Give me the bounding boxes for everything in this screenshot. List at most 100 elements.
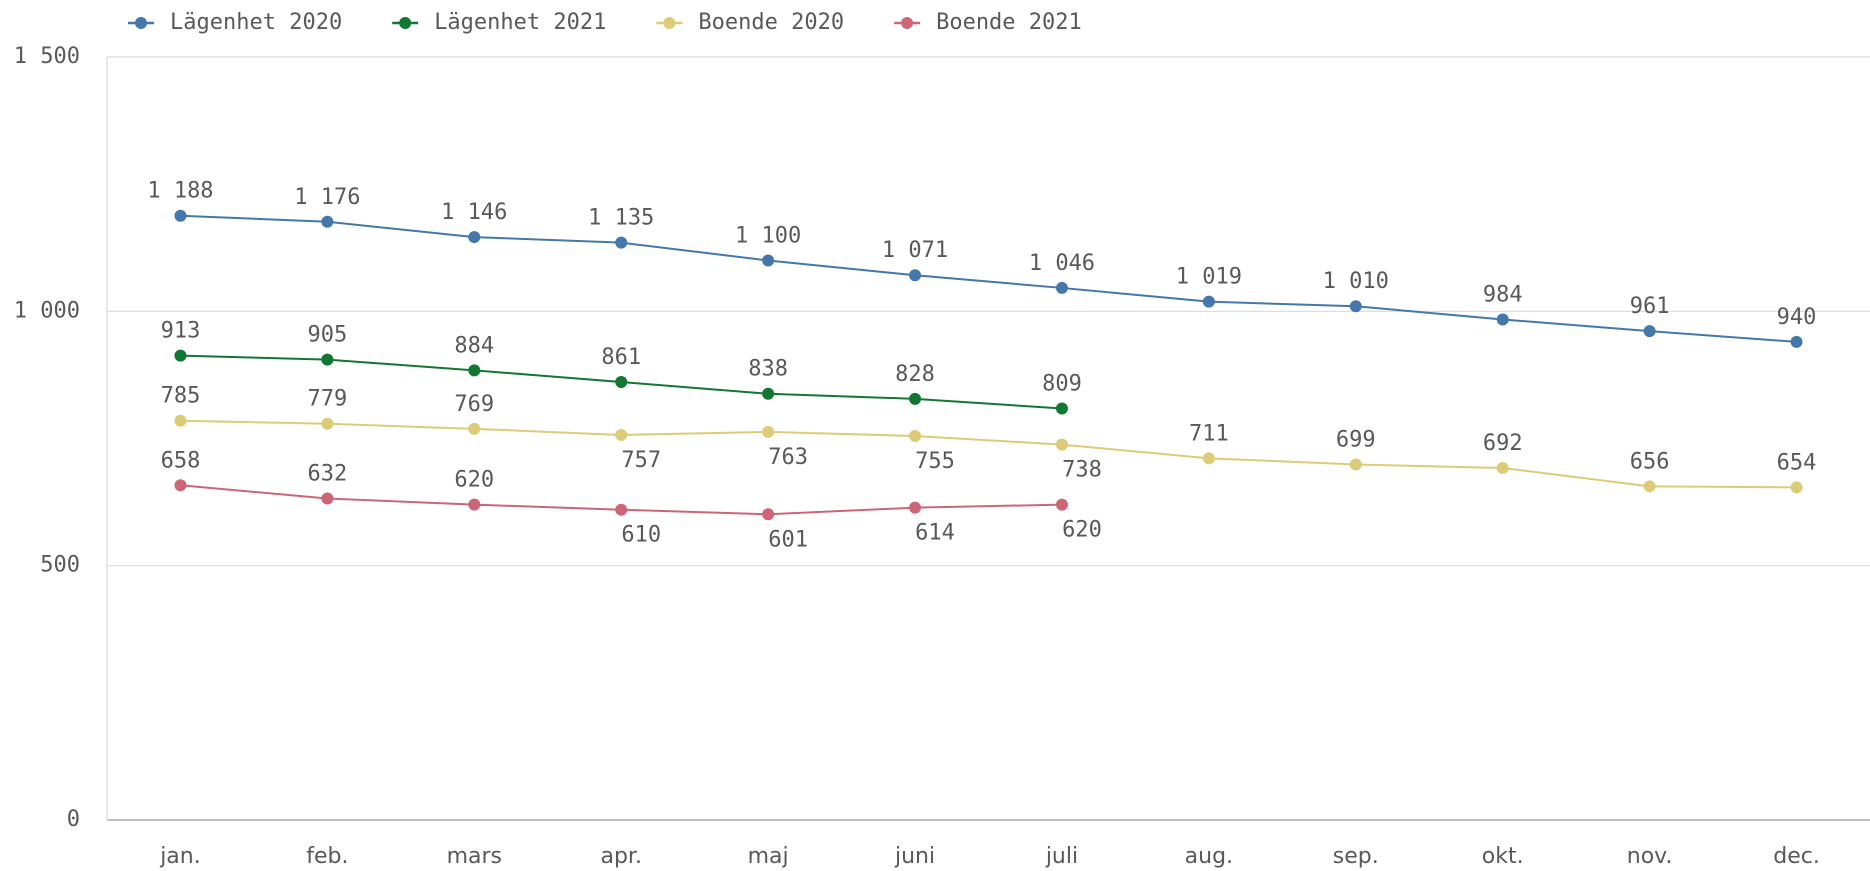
data-label: 1 010 [1323, 269, 1389, 294]
series-line [180, 419, 1797, 489]
x-tick-label: juni [894, 844, 935, 869]
data-point [468, 364, 481, 377]
data-label: 658 [161, 448, 201, 473]
data-label: 610 [621, 523, 661, 548]
data-point [1496, 462, 1509, 475]
legend-item: Boende 2021 [894, 10, 1082, 35]
data-point [1643, 325, 1656, 338]
x-tick-label: apr. [600, 844, 641, 869]
data-point [762, 508, 775, 521]
data-point [1349, 458, 1362, 471]
data-point [1496, 313, 1509, 326]
data-point [615, 428, 628, 441]
data-label: 769 [454, 392, 494, 417]
x-tick-label: aug. [1185, 844, 1233, 869]
data-label: 838 [748, 357, 788, 382]
data-label: 601 [768, 527, 808, 552]
data-point [615, 376, 628, 389]
data-label: 654 [1777, 450, 1817, 475]
data-point [615, 503, 628, 516]
data-label: 809 [1042, 371, 1082, 396]
data-point [909, 501, 922, 514]
x-tick-label: nov. [1627, 844, 1673, 869]
data-point [468, 231, 481, 244]
x-tick-label: dec. [1773, 844, 1820, 869]
x-tick-label: feb. [306, 844, 348, 869]
data-point [1643, 480, 1656, 493]
data-label: 1 019 [1176, 265, 1242, 290]
data-label: 620 [1062, 518, 1102, 543]
x-tick-label: juli [1045, 844, 1078, 869]
legend-marker [901, 17, 914, 29]
data-label: 913 [161, 319, 201, 344]
data-point [909, 269, 922, 282]
y-tick-label: 0 [67, 807, 80, 832]
data-point [174, 479, 187, 492]
y-tick-label: 1 500 [14, 44, 80, 69]
data-point [174, 414, 187, 427]
data-point [1055, 438, 1068, 451]
data-label: 692 [1483, 431, 1523, 456]
data-point [909, 392, 922, 405]
data-label: 828 [895, 362, 935, 387]
data-label: 884 [454, 333, 494, 358]
data-point [174, 209, 187, 222]
legend-item: Lägenhet 2021 [392, 10, 606, 35]
data-label: 632 [308, 462, 348, 487]
y-tick-label: 1 000 [14, 298, 80, 323]
legend-marker [663, 17, 676, 29]
data-point [1055, 281, 1068, 294]
data-label: 738 [1062, 458, 1102, 483]
data-point [1202, 452, 1215, 465]
data-point [468, 498, 481, 511]
x-tick-label: mars [447, 844, 502, 869]
data-point [1055, 402, 1068, 415]
data-label: 961 [1630, 294, 1670, 319]
data-point [1790, 335, 1803, 348]
data-point [321, 417, 334, 430]
series-line [180, 214, 1797, 343]
data-label: 984 [1483, 282, 1523, 307]
data-label: 1 046 [1029, 251, 1095, 276]
data-label: 656 [1630, 449, 1670, 474]
data-point [468, 422, 481, 435]
data-label: 614 [915, 521, 955, 546]
data-label: 757 [621, 448, 661, 473]
data-label: 1 100 [735, 223, 801, 248]
legend-item: Boende 2020 [656, 10, 844, 35]
data-point [1055, 498, 1068, 511]
x-tick-label: sep. [1333, 844, 1379, 869]
data-label: 779 [308, 387, 348, 412]
data-point [321, 353, 334, 366]
data-label: 1 176 [294, 185, 360, 210]
data-point [615, 236, 628, 249]
legend-label: Lägenhet 2021 [434, 10, 606, 35]
data-point [762, 254, 775, 267]
data-point [762, 387, 775, 400]
data-label: 699 [1336, 427, 1376, 452]
legend-label: Lägenhet 2020 [170, 10, 342, 35]
data-label: 620 [454, 468, 494, 493]
data-label: 1 188 [147, 179, 213, 204]
data-label: 905 [308, 323, 348, 348]
data-point [1202, 295, 1215, 308]
x-tick-label: maj [748, 844, 789, 869]
data-label: 763 [768, 445, 808, 470]
legend-label: Boende 2020 [698, 10, 844, 35]
legend-marker [135, 17, 147, 29]
data-label: 861 [601, 345, 641, 370]
data-label: 1 071 [882, 238, 948, 263]
legend-marker [399, 17, 412, 29]
x-tick-label: jan. [159, 844, 201, 869]
legend-item: Lägenhet 2020 [128, 10, 342, 35]
data-point [762, 425, 775, 438]
data-label: 711 [1189, 421, 1229, 446]
data-label: 940 [1777, 305, 1817, 330]
data-point [909, 429, 922, 442]
data-label: 755 [915, 449, 955, 474]
data-label: 1 135 [588, 206, 654, 231]
legend-label: Boende 2021 [936, 10, 1082, 35]
data-point [1790, 481, 1803, 494]
data-label: 1 146 [441, 200, 507, 225]
